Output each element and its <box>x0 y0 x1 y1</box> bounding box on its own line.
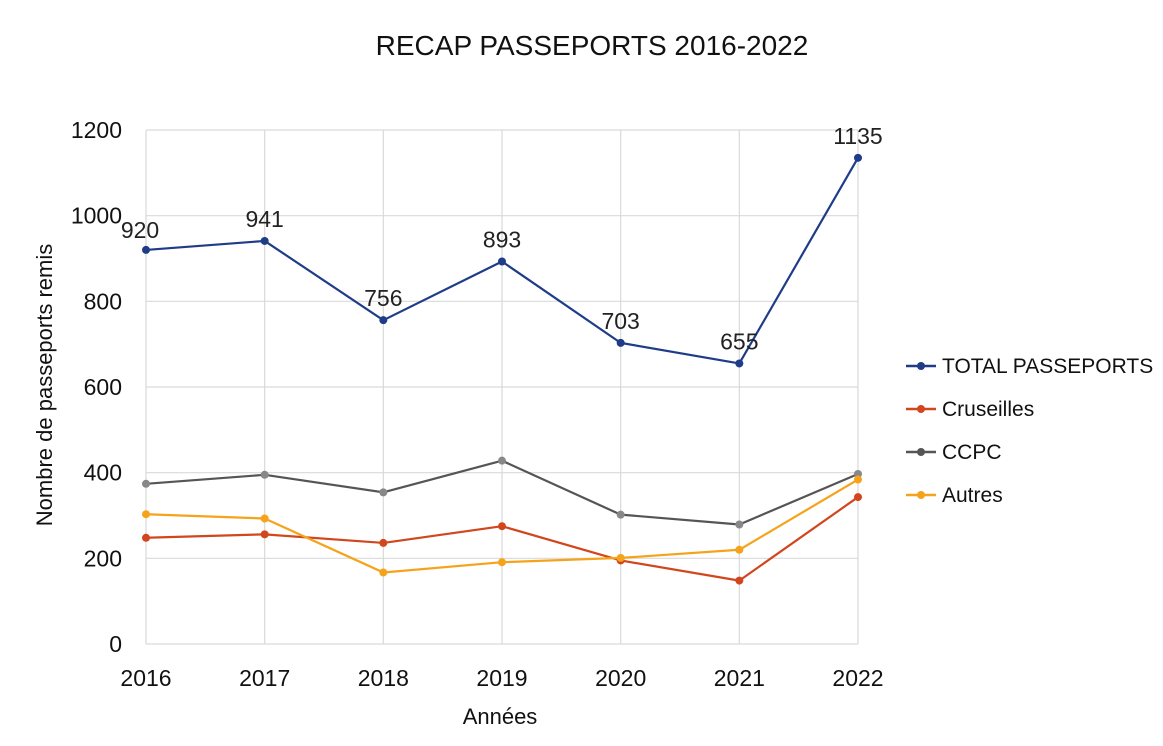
legend-label: TOTAL PASSEPORTS <box>942 355 1153 378</box>
data-point <box>260 236 269 245</box>
y-tick-label: 0 <box>109 631 122 657</box>
data-point <box>260 530 269 539</box>
x-tick-label: 2017 <box>239 665 290 691</box>
data-point <box>854 493 862 502</box>
data-point <box>498 558 506 567</box>
legend-marker <box>917 405 925 413</box>
series-2 <box>142 456 862 529</box>
legend-item: TOTAL PASSEPORTS <box>906 355 1153 378</box>
data-label: 1135 <box>833 123 882 149</box>
data-label: 756 <box>364 285 402 311</box>
data-labels: 920 941 756 893 703 655 1135 <box>121 123 883 355</box>
y-axis-label: Nombre de passeports remis <box>32 244 57 526</box>
data-point <box>142 245 150 254</box>
legend-marker <box>917 448 925 456</box>
data-point <box>379 538 388 547</box>
data-point <box>498 456 506 465</box>
data-point <box>735 520 744 529</box>
data-point <box>260 470 269 479</box>
y-tick-labels: 0 200 400 600 800 1000 1200 <box>71 117 122 657</box>
x-tick-label: 2019 <box>476 665 527 691</box>
data-point <box>142 510 150 519</box>
legend-marker <box>917 491 925 499</box>
x-axis-label: Années <box>463 704 538 729</box>
data-point <box>260 514 269 523</box>
chart-title: RECAP PASSEPORTS 2016-2022 <box>376 30 809 61</box>
x-tick-label: 2021 <box>714 665 765 691</box>
x-tick-labels: 2016 2017 2018 2019 2020 2021 2022 <box>120 665 883 691</box>
series-3 <box>142 475 862 577</box>
data-point <box>379 316 388 325</box>
series-0 <box>142 153 862 368</box>
x-tick-label: 2020 <box>595 665 646 691</box>
data-point <box>379 488 388 497</box>
x-tick-label: 2018 <box>358 665 409 691</box>
grid <box>145 129 859 645</box>
data-point <box>854 469 862 478</box>
data-label: 655 <box>720 328 758 354</box>
legend: TOTAL PASSEPORTS Cruseilles CCPC Autres <box>906 355 1153 507</box>
data-label: 941 <box>245 206 283 232</box>
legend-item: CCPC <box>906 441 1002 464</box>
data-point <box>735 576 744 585</box>
data-point <box>854 475 862 484</box>
y-tick-label: 1000 <box>71 203 122 229</box>
data-point <box>142 479 150 488</box>
y-tick-label: 200 <box>84 545 122 571</box>
y-tick-label: 400 <box>84 460 122 486</box>
data-point <box>616 338 625 347</box>
legend-item: Cruseilles <box>906 398 1034 421</box>
data-point <box>854 153 862 162</box>
y-tick-label: 800 <box>84 288 122 314</box>
x-tick-label: 2022 <box>832 665 883 691</box>
data-point <box>498 522 506 531</box>
series-1 <box>142 493 862 585</box>
data-point <box>498 257 506 266</box>
x-tick-label: 2016 <box>120 665 171 691</box>
data-label: 920 <box>121 217 159 243</box>
data-point <box>379 568 388 577</box>
legend-item: Autres <box>906 484 1003 507</box>
y-tick-label: 600 <box>84 374 122 400</box>
data-point <box>616 510 625 519</box>
data-point <box>735 545 744 554</box>
data-point <box>616 553 625 562</box>
data-point <box>735 359 744 368</box>
data-label: 893 <box>483 226 521 252</box>
data-label: 703 <box>601 308 639 334</box>
data-point <box>142 533 150 542</box>
series-lines <box>142 153 862 585</box>
legend-label: CCPC <box>942 441 1002 464</box>
legend-label: Cruseilles <box>942 398 1034 421</box>
legend-label: Autres <box>942 484 1003 507</box>
y-tick-label: 1200 <box>71 117 122 143</box>
legend-marker <box>917 362 925 370</box>
